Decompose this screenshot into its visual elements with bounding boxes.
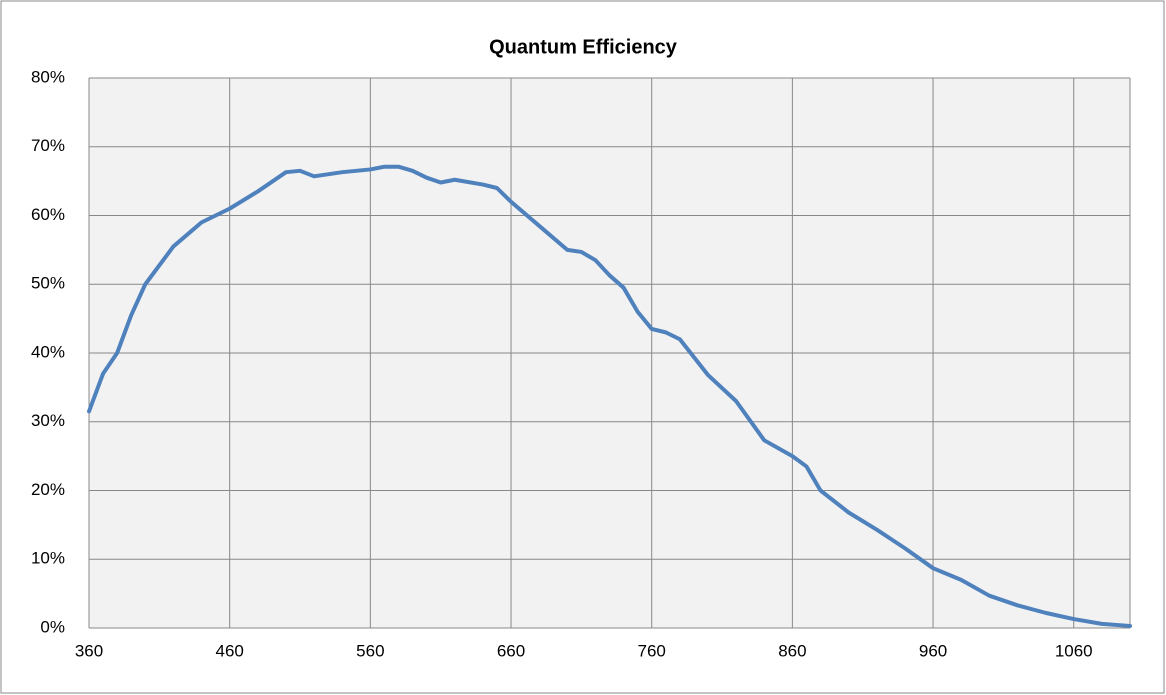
- x-tick-label: 960: [919, 641, 947, 660]
- x-tick-label: 460: [215, 641, 243, 660]
- y-tick-label: 50%: [31, 274, 65, 293]
- chart-title: Quantum Efficiency: [489, 36, 678, 58]
- x-tick-label: 660: [497, 641, 525, 660]
- x-tick-label: 360: [75, 641, 103, 660]
- x-tick-label: 560: [356, 641, 384, 660]
- y-tick-label: 10%: [31, 549, 65, 568]
- x-tick-label: 760: [638, 641, 666, 660]
- y-tick-label: 40%: [31, 342, 65, 361]
- data-line: [87, 164, 1132, 628]
- y-tick-label: 20%: [31, 480, 65, 499]
- y-tick-label: 30%: [31, 411, 65, 430]
- y-tick-label: 70%: [31, 136, 65, 155]
- y-tick-label: 0%: [40, 617, 65, 636]
- y-tick-label: 60%: [31, 205, 65, 224]
- y-tick-label: 80%: [31, 67, 65, 86]
- x-tick-label: 1060: [1055, 641, 1093, 660]
- x-tick-label: 860: [778, 641, 806, 660]
